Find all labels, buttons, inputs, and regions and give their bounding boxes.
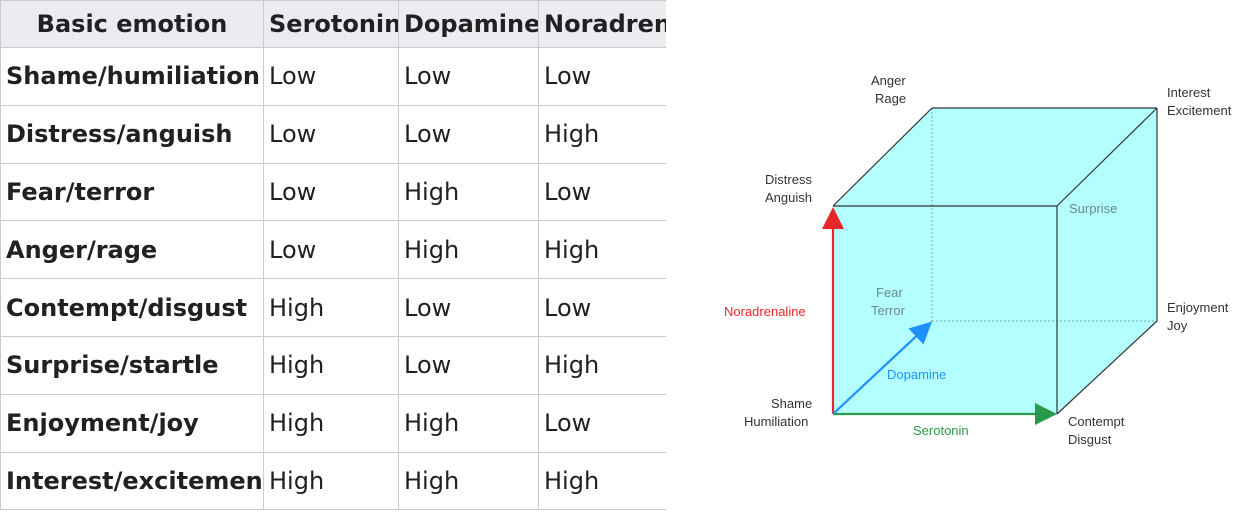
cell-dopamine: High [398, 451, 539, 511]
emotion-neurotransmitter-table: Basic emotion Serotonin Dopamine Noradre… [0, 0, 666, 511]
corner-label-fear-terror: Fear Terror [871, 285, 906, 318]
corner-label-line: Fear [876, 285, 903, 300]
cell-dopamine: High [398, 393, 539, 453]
corner-label-line: Interest [1167, 85, 1211, 100]
cell-serotonin: Low [263, 220, 399, 280]
corner-label-line: Enjoyment [1167, 300, 1229, 315]
cell-emotion: Anger/rage [0, 220, 264, 280]
corner-label-line: Humiliation [744, 414, 808, 429]
corner-label-surprise: Surprise [1069, 201, 1117, 216]
cell-emotion: Contempt/disgust [0, 278, 264, 337]
corner-label-contempt-disgust: Contempt Disgust [1068, 414, 1125, 447]
dopamine-axis-label: Dopamine [887, 367, 946, 382]
cell-emotion: Shame/humiliation [0, 47, 264, 106]
cell-noradrenaline: High [538, 451, 666, 511]
cube-svg: Noradrenaline Dopamine Serotonin Anger R… [724, 73, 1232, 447]
serotonin-axis-label: Serotonin [913, 423, 969, 438]
table-header-row: Basic emotion Serotonin Dopamine Noradre… [0, 0, 666, 48]
dopamine-axis-arrow [832, 321, 933, 415]
cell-noradrenaline: Low [538, 162, 666, 222]
table-row: Interest/excitement High High High [0, 451, 666, 511]
table-row: Distress/anguish Low Low High [0, 104, 666, 164]
corner-label-enjoyment-joy: Enjoyment Joy [1167, 300, 1229, 333]
cell-emotion: Distress/anguish [0, 104, 264, 164]
cell-emotion: Surprise/startle [0, 335, 264, 395]
table-row: Enjoyment/joy High High Low [0, 393, 666, 453]
cell-emotion: Interest/excitement [0, 451, 264, 511]
table-row: Shame/humiliation Low Low Low [0, 47, 666, 106]
corner-label-line: Rage [875, 91, 906, 106]
header-serotonin: Serotonin [263, 0, 399, 48]
corner-label-line: Excitement [1167, 103, 1232, 118]
cell-dopamine: Low [398, 47, 539, 106]
cell-serotonin: Low [263, 47, 399, 106]
corner-label-line: Terror [871, 303, 906, 318]
cell-serotonin: High [263, 393, 399, 453]
cell-noradrenaline: High [538, 104, 666, 164]
corner-label-line: Disgust [1068, 432, 1112, 447]
cell-serotonin: Low [263, 162, 399, 222]
cell-dopamine: Low [398, 335, 539, 395]
corner-label-line: Joy [1167, 318, 1188, 333]
corner-label-line: Anguish [765, 190, 812, 205]
noradrenaline-axis-label: Noradrenaline [724, 304, 806, 319]
cube-edges [832, 107, 1158, 415]
cell-noradrenaline: Low [538, 393, 666, 453]
table-row: Fear/terror Low High Low [0, 162, 666, 222]
corner-label-line: Distress [765, 172, 812, 187]
cell-noradrenaline: High [538, 220, 666, 280]
cell-dopamine: Low [398, 104, 539, 164]
corner-label-line: Anger [871, 73, 906, 88]
corner-label-line: Shame [771, 396, 812, 411]
table-row: Surprise/startle High Low High [0, 335, 666, 395]
cell-emotion: Fear/terror [0, 162, 264, 222]
cell-dopamine: High [398, 162, 539, 222]
emotion-cube-diagram: Noradrenaline Dopamine Serotonin Anger R… [700, 0, 1256, 516]
header-basic-emotion: Basic emotion [0, 0, 264, 48]
header-dopamine: Dopamine [398, 0, 539, 48]
corner-label-line: Surprise [1069, 201, 1117, 216]
corner-label-anger-rage: Anger Rage [871, 73, 906, 106]
corner-label-shame-humiliation: Shame Humiliation [744, 396, 812, 429]
cell-serotonin: Low [263, 104, 399, 164]
table-row: Contempt/disgust High Low Low [0, 278, 666, 337]
cell-noradrenaline: Low [538, 47, 666, 106]
cell-emotion: Enjoyment/joy [0, 393, 264, 453]
corner-label-line: Contempt [1068, 414, 1125, 429]
cell-serotonin: High [263, 278, 399, 337]
cell-noradrenaline: High [538, 335, 666, 395]
emotion-table-panel: Basic emotion Serotonin Dopamine Noradre… [0, 0, 666, 511]
corner-label-distress-anguish: Distress Anguish [765, 172, 812, 205]
cell-noradrenaline: Low [538, 278, 666, 337]
corner-label-interest-excitement: Interest Excitement [1167, 85, 1232, 118]
cell-dopamine: High [398, 220, 539, 280]
cell-dopamine: Low [398, 278, 539, 337]
header-noradrenaline: Noradrenaline [538, 0, 666, 48]
cell-serotonin: High [263, 451, 399, 511]
table-row: Anger/rage Low High High [0, 220, 666, 280]
cell-serotonin: High [263, 335, 399, 395]
